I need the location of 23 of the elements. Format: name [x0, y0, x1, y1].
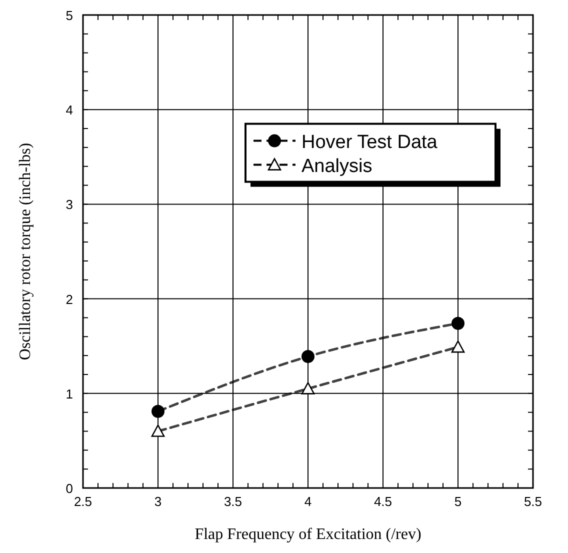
y-tick-label: 1: [66, 386, 73, 402]
point: [151, 424, 165, 437]
point: [451, 340, 465, 353]
x-tick-label: 5: [454, 494, 462, 509]
y-axis-title: Oscillatory rotor torque (inch-lbs): [17, 142, 34, 360]
point: [152, 404, 164, 418]
x-tick-label: 2.5: [74, 494, 92, 509]
legend-label: Hover Test Data: [302, 132, 438, 153]
x-tick-label: 3: [154, 494, 162, 509]
y-tick-label: 0: [66, 481, 73, 496]
x-tick-label: 3.5: [224, 494, 242, 509]
y-tick-label: 2: [66, 292, 73, 307]
legend-label: Analysis: [302, 156, 372, 177]
x-axis-title: Flap Frequency of Excitation (/rev): [194, 526, 422, 543]
point: [301, 382, 315, 394]
x-tick-label: 4: [304, 494, 312, 509]
point: [302, 350, 314, 364]
x-tick-label: 5.5: [524, 494, 542, 509]
y-tick-label: 4: [66, 102, 73, 118]
y-tick-label: 3: [66, 197, 73, 212]
x-tick-label: 4.5: [374, 494, 392, 509]
y-tick-label: 5: [66, 8, 73, 23]
point: [452, 316, 464, 330]
